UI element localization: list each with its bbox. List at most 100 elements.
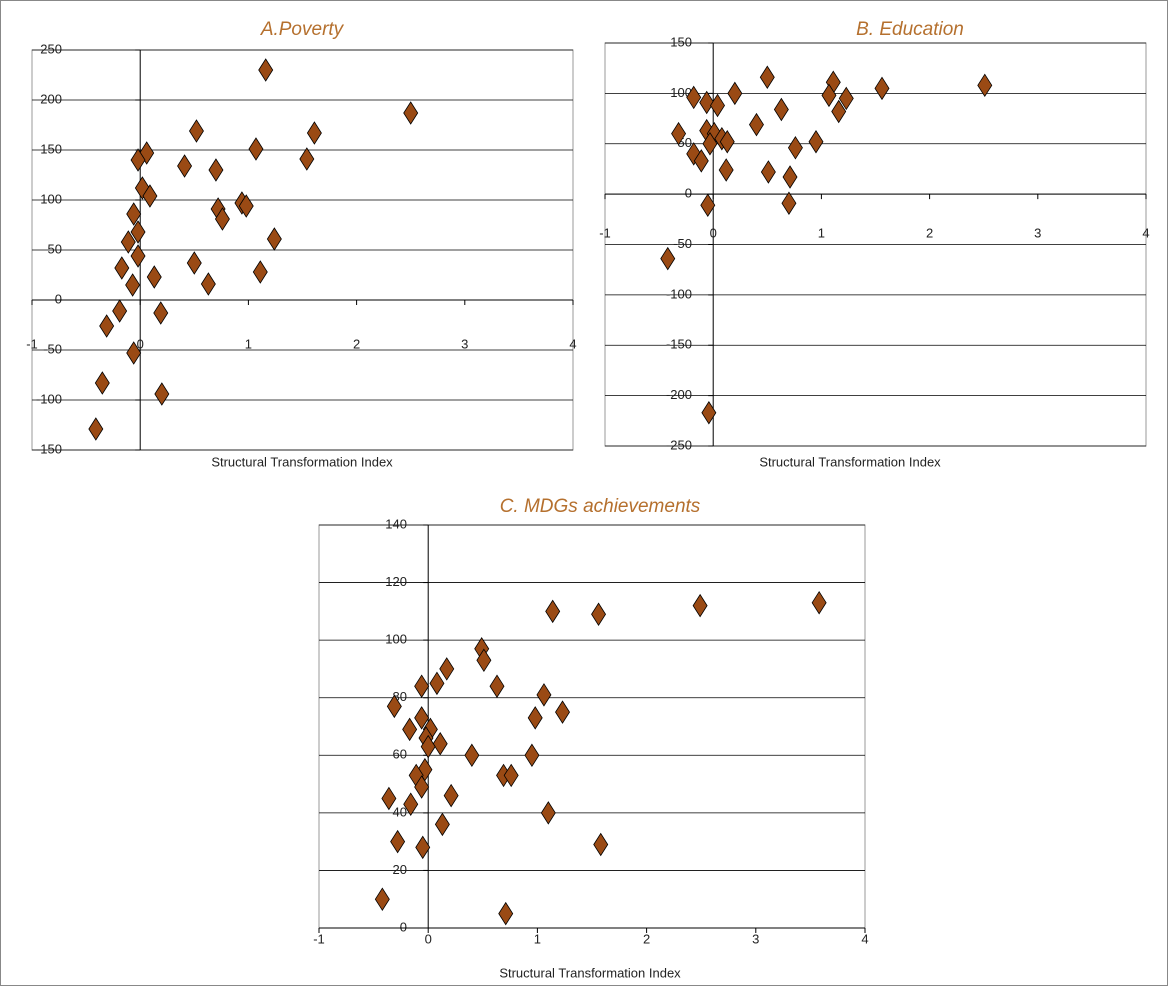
data-point — [439, 657, 455, 681]
y-tick-label: -150 — [36, 441, 62, 456]
y-tick-label: 100 — [670, 85, 692, 100]
data-point — [693, 149, 709, 173]
data-point — [414, 775, 430, 799]
data-point — [660, 246, 676, 271]
data-point — [874, 76, 890, 101]
y-tick-label: -100 — [666, 286, 692, 301]
data-point — [782, 165, 798, 189]
data-point — [177, 154, 193, 178]
x-tick-label: 3 — [752, 931, 759, 946]
x-tick-label: -1 — [599, 226, 611, 241]
x-tick-label: 4 — [569, 336, 576, 351]
data-point — [555, 700, 570, 724]
data-point — [749, 112, 764, 137]
data-point — [710, 93, 726, 118]
data-point — [429, 671, 445, 696]
y-tick-label: -100 — [36, 391, 62, 406]
y-tick-label: 0 — [685, 186, 692, 201]
data-point — [545, 599, 561, 624]
data-point — [686, 85, 702, 110]
data-point — [700, 193, 716, 217]
data-point — [252, 260, 268, 284]
data-point — [443, 783, 459, 808]
x-tick-label: 2 — [353, 336, 360, 351]
y-tick-label: 0 — [400, 919, 407, 934]
chart-title: A.Poverty — [260, 19, 345, 40]
data-point — [238, 194, 254, 218]
data-point — [130, 220, 146, 244]
x-tick-label: -1 — [313, 931, 325, 946]
data-point — [701, 401, 717, 425]
data-point — [186, 251, 202, 275]
x-tick-label: 4 — [1142, 226, 1149, 241]
data-point — [142, 184, 158, 208]
y-tick-label: 0 — [55, 291, 62, 306]
data-point — [403, 101, 419, 125]
x-axis-title: Structural Transformation Index — [759, 454, 941, 469]
data-point — [402, 717, 418, 742]
x-tick-label: 0 — [425, 931, 432, 946]
data-point — [524, 743, 540, 768]
data-point — [386, 694, 402, 719]
data-point — [299, 147, 315, 171]
data-point — [200, 272, 216, 296]
data-point — [719, 129, 735, 154]
data-point — [120, 230, 136, 254]
x-tick-label: 1 — [245, 336, 252, 351]
y-tick-label: 150 — [670, 34, 692, 49]
data-point — [390, 829, 406, 854]
y-tick-label: 150 — [40, 141, 62, 156]
data-point — [773, 97, 789, 122]
data-point — [248, 137, 264, 161]
y-tick-label: 60 — [393, 747, 407, 762]
x-tick-label: 1 — [534, 931, 541, 946]
y-tick-label: 40 — [393, 804, 407, 819]
data-point — [838, 86, 854, 111]
data-point — [718, 158, 734, 182]
data-point — [188, 119, 204, 143]
data-point — [99, 314, 115, 338]
data-point — [808, 129, 824, 154]
data-point — [420, 734, 436, 759]
data-point — [503, 763, 519, 788]
y-tick-label: 250 — [40, 41, 62, 56]
data-point — [977, 73, 993, 98]
y-tick-label: 20 — [393, 862, 407, 877]
data-point — [414, 706, 430, 730]
y-tick-label: 100 — [40, 191, 62, 206]
data-point — [498, 901, 514, 926]
data-point — [432, 732, 448, 756]
y-tick-label: -250 — [666, 437, 692, 452]
data-point — [727, 81, 743, 106]
y-tick-label: -50 — [673, 236, 692, 251]
data-point — [489, 674, 505, 698]
data-point — [536, 683, 552, 707]
data-point — [476, 648, 492, 673]
chart-title: B. Education — [856, 19, 964, 40]
data-point — [811, 590, 827, 615]
data-point — [381, 786, 397, 811]
y-tick-label: 140 — [385, 516, 407, 531]
data-point — [306, 121, 322, 145]
data-point — [760, 160, 776, 184]
data-point — [702, 132, 718, 156]
data-point — [787, 136, 803, 160]
data-point — [114, 256, 130, 280]
y-tick-label: 120 — [385, 574, 407, 589]
data-point — [126, 202, 142, 226]
x-axis-title: Structural Transformation Index — [211, 454, 393, 469]
data-point — [88, 417, 104, 441]
data-point — [130, 244, 146, 268]
data-point — [540, 801, 556, 825]
y-tick-label: 50 — [48, 241, 62, 256]
data-point — [146, 265, 162, 289]
y-tick-label: -50 — [43, 341, 62, 356]
data-point — [692, 593, 708, 618]
x-tick-label: 3 — [1034, 226, 1041, 241]
data-point — [821, 83, 837, 108]
data-point — [208, 158, 224, 182]
data-point — [414, 674, 430, 698]
data-point — [759, 65, 775, 90]
x-tick-label: 4 — [861, 931, 868, 946]
